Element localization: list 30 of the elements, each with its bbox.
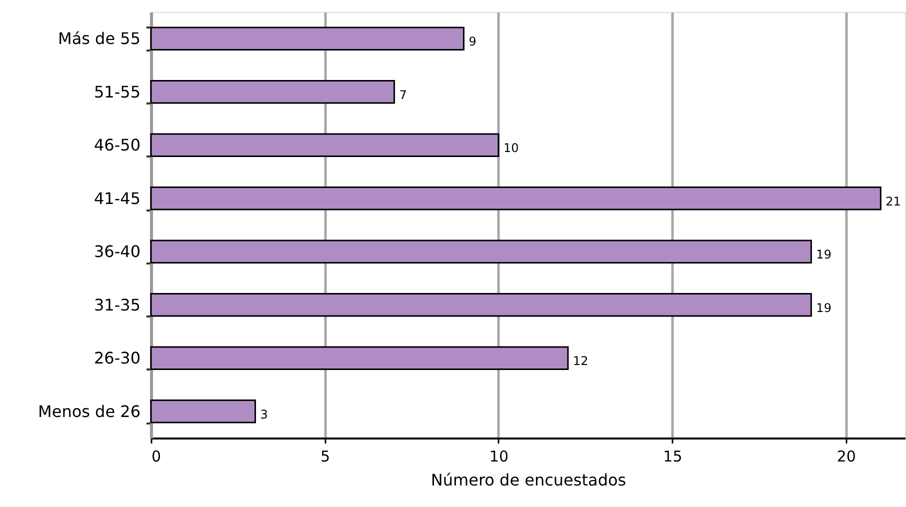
y-tick-label: 36-40 [94,242,140,262]
data-label: 7 [399,88,407,102]
data-label: 19 [816,248,832,262]
bar [150,240,812,264]
bar [150,80,395,104]
y-tick-label: 31-35 [94,295,140,314]
data-label: 12 [572,354,588,368]
bar [150,399,256,424]
y-tick-label: Menos de 26 [38,402,140,421]
data-label: 9 [468,34,476,49]
x-tick-label: 20 [836,448,856,466]
data-label: 3 [260,407,268,422]
data-label: 19 [816,300,832,315]
bar [150,186,882,210]
y-tick-label: 41-45 [94,188,140,208]
x-tick-label: 10 [489,448,509,466]
bar [150,346,569,370]
y-tick-label: 26-30 [94,348,140,368]
y-tick-label: 51-55 [94,82,140,102]
bar [150,26,464,51]
x-tick-label: 5 [320,448,330,466]
x-axis-title: Número de encuestados [430,470,626,490]
bar [150,133,500,158]
bar [150,292,812,317]
y-tick-label: 46-50 [94,136,140,155]
x-tick-label: 0 [152,448,162,466]
data-label: 10 [503,141,519,156]
x-tick-label: 15 [663,448,682,466]
data-label: 21 [886,194,901,208]
y-tick-label: Más de 55 [58,29,140,48]
